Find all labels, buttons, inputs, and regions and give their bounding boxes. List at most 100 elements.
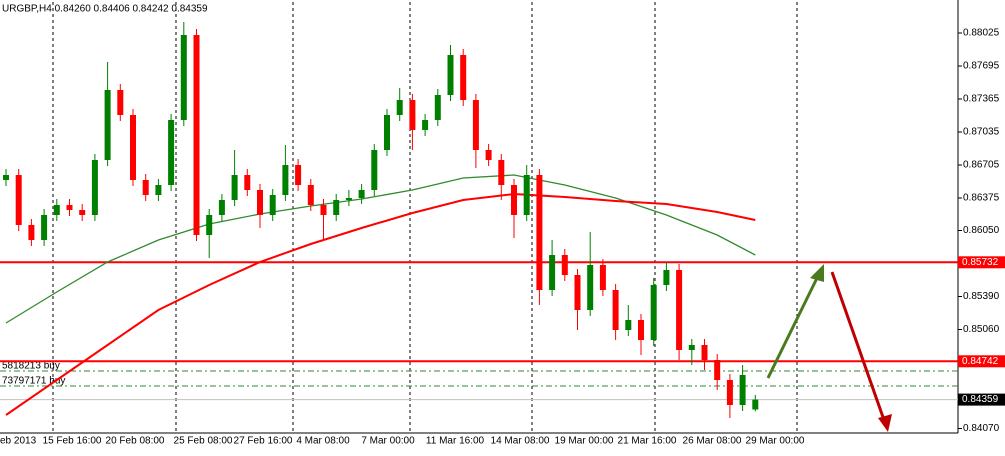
candle-body bbox=[155, 185, 162, 195]
level-label-box bbox=[958, 256, 1005, 269]
candle-body bbox=[371, 150, 378, 190]
candle-body bbox=[269, 195, 276, 215]
candle-body bbox=[409, 100, 416, 130]
candle-body bbox=[472, 100, 479, 150]
candle-body bbox=[295, 165, 302, 185]
candle-body bbox=[396, 100, 403, 115]
candle-body bbox=[41, 215, 48, 240]
down-arrow-head bbox=[878, 414, 892, 432]
candle-body bbox=[358, 190, 365, 198]
last-price-label: 0.84359 bbox=[962, 394, 999, 405]
y-tick-label: 0.86050 bbox=[963, 225, 1000, 236]
candle-body bbox=[447, 55, 454, 95]
candle-body bbox=[434, 95, 441, 120]
candle-body bbox=[676, 270, 683, 350]
x-tick-label: 29 Mar 00:00 bbox=[746, 436, 805, 447]
candle-body bbox=[663, 270, 670, 285]
y-tick-label: 0.85060 bbox=[963, 324, 1000, 335]
candle-body bbox=[498, 160, 505, 185]
candle-body bbox=[117, 90, 124, 115]
up-arrow-head bbox=[810, 264, 824, 282]
candle-body bbox=[523, 175, 530, 215]
candle-body bbox=[752, 399, 759, 410]
x-tick-label: 15 Feb 16:00 bbox=[43, 436, 102, 447]
candle-body bbox=[168, 120, 175, 185]
candle-body bbox=[599, 265, 606, 290]
x-tick-label: 20 Feb 08:00 bbox=[106, 436, 165, 447]
x-tick-label: 26 Mar 08:00 bbox=[683, 436, 742, 447]
x-tick-label: 27 Feb 16:00 bbox=[234, 436, 293, 447]
x-tick-label: 19 Mar 00:00 bbox=[555, 436, 614, 447]
candle-body bbox=[650, 285, 657, 340]
order-label: 5818213 buy bbox=[2, 361, 60, 372]
candle-body bbox=[625, 320, 632, 330]
candle-body bbox=[130, 115, 136, 180]
candle-body bbox=[726, 380, 733, 405]
candle-body bbox=[206, 215, 213, 235]
candle-body bbox=[193, 35, 200, 235]
candle-body bbox=[104, 90, 111, 160]
x-tick-label: 25 Feb 08:00 bbox=[174, 436, 233, 447]
candle-body bbox=[3, 175, 9, 180]
candle-body bbox=[257, 190, 263, 215]
candle-body bbox=[561, 255, 568, 275]
candle-body bbox=[231, 175, 238, 200]
last-price-box bbox=[958, 393, 1005, 406]
candle-body bbox=[142, 180, 149, 195]
candle-body bbox=[422, 120, 429, 130]
candle-body bbox=[180, 35, 187, 120]
candle-body bbox=[244, 175, 251, 190]
y-tick-label: 0.87365 bbox=[963, 94, 1000, 105]
plot: 0.88025 0.87695 0.87365 0.87035 0.86705 0.863… bbox=[0, 22, 1005, 447]
candle-body bbox=[282, 165, 289, 195]
moving-average bbox=[5, 192, 756, 416]
candle-body bbox=[66, 205, 73, 210]
candle-body bbox=[15, 175, 22, 225]
x-tick-label: 11 Mar 16:00 bbox=[426, 436, 485, 447]
candle-body bbox=[91, 160, 98, 215]
chart-title: URGBP,H4 0.84260 0.84406 0.84242 0.84359 bbox=[2, 4, 208, 15]
candle-body bbox=[218, 200, 225, 215]
candle-body bbox=[485, 150, 492, 160]
y-tick-label: 0.84070 bbox=[963, 423, 1000, 434]
level-label: 0.85732 bbox=[962, 257, 999, 268]
candle-body bbox=[333, 200, 340, 215]
candle-body bbox=[384, 115, 390, 150]
x-tick-label: 14 Mar 08:00 bbox=[491, 436, 550, 447]
candle-body bbox=[536, 175, 543, 290]
candle-body bbox=[79, 210, 86, 215]
moving-average bbox=[5, 174, 756, 324]
x-tick-label: 7 Mar 00:00 bbox=[361, 436, 415, 447]
candle-body bbox=[345, 198, 352, 200]
y-tick-label: 0.87035 bbox=[963, 127, 1000, 138]
order-label: 73797171 buy bbox=[2, 376, 65, 387]
candle-body bbox=[638, 320, 644, 340]
candle-body bbox=[701, 345, 708, 360]
candle-body bbox=[688, 345, 695, 350]
up-arrow bbox=[766, 275, 820, 379]
candle-body bbox=[574, 275, 581, 310]
y-tick-label: 0.87695 bbox=[963, 61, 1000, 72]
y-tick-label: 0.86705 bbox=[963, 160, 1000, 171]
candle-body bbox=[612, 290, 619, 330]
x-tick-label: 4 Mar 08:00 bbox=[296, 436, 350, 447]
candle-body bbox=[307, 185, 314, 205]
y-tick-label: 0.86375 bbox=[963, 193, 1000, 204]
candle-body bbox=[511, 185, 517, 215]
candle-body bbox=[587, 265, 594, 310]
candle-body bbox=[549, 255, 556, 290]
candle-body bbox=[28, 225, 35, 240]
level-label: 0.84742 bbox=[962, 356, 999, 367]
candle-body bbox=[714, 360, 721, 380]
candle-body bbox=[320, 205, 327, 215]
y-tick-label: 0.85390 bbox=[963, 291, 1000, 302]
candle-body bbox=[739, 375, 746, 405]
x-tick-label: eb 2013 bbox=[0, 436, 37, 447]
down-arrow bbox=[830, 271, 886, 421]
y-tick-label: 0.88025 bbox=[963, 28, 1000, 39]
candle-body bbox=[460, 55, 467, 100]
level-label-box bbox=[958, 355, 1005, 368]
x-tick-label: 21 Mar 16:00 bbox=[618, 436, 677, 447]
